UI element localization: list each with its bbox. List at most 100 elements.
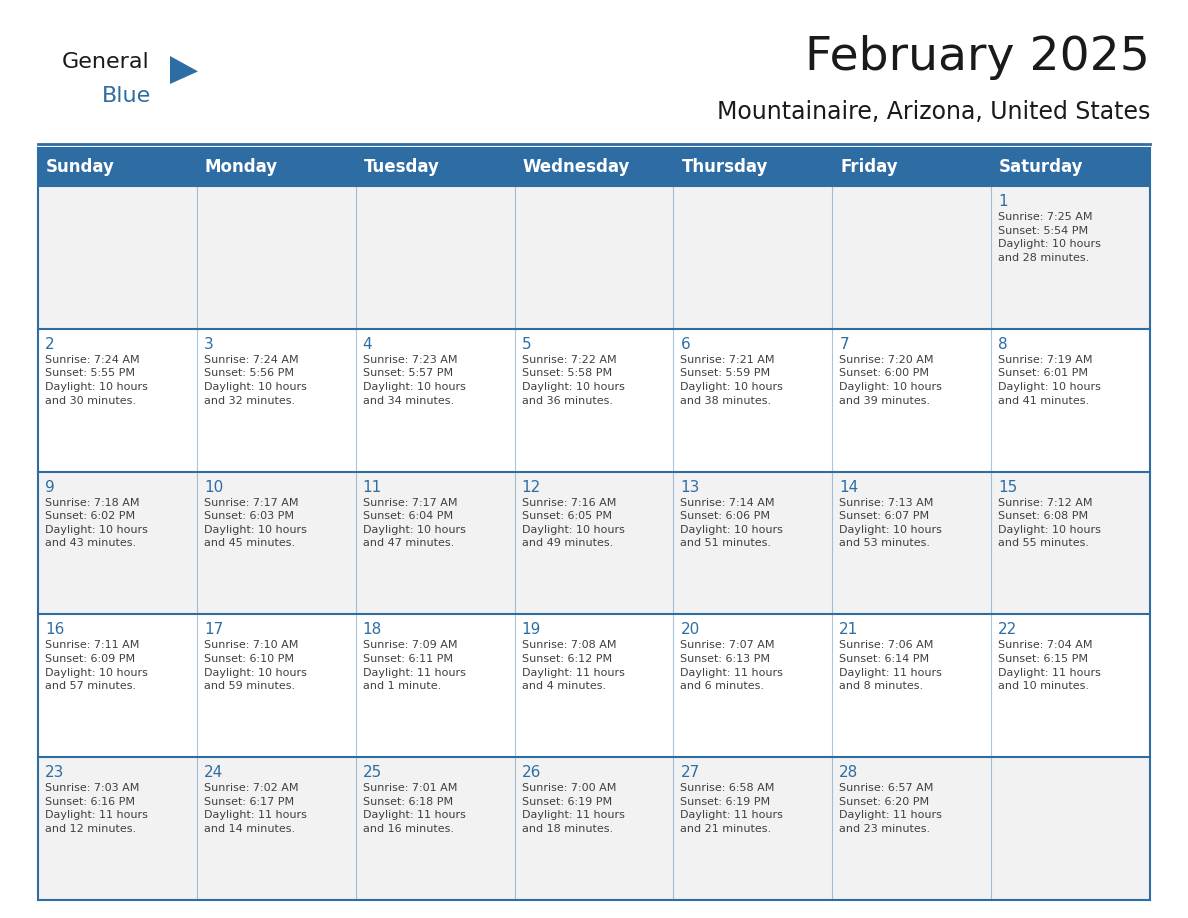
Text: 7: 7 [839,337,849,352]
Text: Tuesday: Tuesday [364,158,440,176]
Text: Sunrise: 7:20 AM
Sunset: 6:00 PM
Daylight: 10 hours
and 39 minutes.: Sunrise: 7:20 AM Sunset: 6:00 PM Dayligh… [839,354,942,406]
Text: Sunrise: 7:06 AM
Sunset: 6:14 PM
Daylight: 11 hours
and 8 minutes.: Sunrise: 7:06 AM Sunset: 6:14 PM Dayligh… [839,641,942,691]
Text: Sunrise: 7:19 AM
Sunset: 6:01 PM
Daylight: 10 hours
and 41 minutes.: Sunrise: 7:19 AM Sunset: 6:01 PM Dayligh… [998,354,1101,406]
Text: 15: 15 [998,479,1017,495]
Bar [674,757,833,900]
Bar [674,148,833,186]
Text: Sunrise: 7:10 AM
Sunset: 6:10 PM
Daylight: 10 hours
and 59 minutes.: Sunrise: 7:10 AM Sunset: 6:10 PM Dayligh… [204,641,307,691]
Text: Sunrise: 7:17 AM
Sunset: 6:04 PM
Daylight: 10 hours
and 47 minutes.: Sunrise: 7:17 AM Sunset: 6:04 PM Dayligh… [362,498,466,548]
Text: Sunrise: 7:11 AM
Sunset: 6:09 PM
Daylight: 10 hours
and 57 minutes.: Sunrise: 7:11 AM Sunset: 6:09 PM Dayligh… [45,641,147,691]
Bar [514,186,674,329]
Text: General: General [62,52,150,72]
Text: 23: 23 [45,766,64,780]
Text: Blue: Blue [102,86,151,106]
Text: 24: 24 [204,766,223,780]
Bar [674,186,833,329]
Text: Saturday: Saturday [999,158,1083,176]
Bar [197,472,355,614]
Bar [38,329,197,472]
Text: Sunday: Sunday [46,158,115,176]
Bar [991,329,1150,472]
Text: February 2025: February 2025 [805,35,1150,80]
Bar [355,614,514,757]
Bar [514,472,674,614]
Text: 26: 26 [522,766,541,780]
Bar [38,186,197,329]
Text: Sunrise: 7:14 AM
Sunset: 6:06 PM
Daylight: 10 hours
and 51 minutes.: Sunrise: 7:14 AM Sunset: 6:06 PM Dayligh… [681,498,783,548]
Bar [197,757,355,900]
Text: 10: 10 [204,479,223,495]
Text: 2: 2 [45,337,55,352]
Bar [355,757,514,900]
Text: Sunrise: 7:25 AM
Sunset: 5:54 PM
Daylight: 10 hours
and 28 minutes.: Sunrise: 7:25 AM Sunset: 5:54 PM Dayligh… [998,212,1101,263]
Bar [38,148,197,186]
Text: Thursday: Thursday [682,158,767,176]
Text: Sunrise: 7:02 AM
Sunset: 6:17 PM
Daylight: 11 hours
and 14 minutes.: Sunrise: 7:02 AM Sunset: 6:17 PM Dayligh… [204,783,307,834]
Bar [674,472,833,614]
Text: Sunrise: 6:58 AM
Sunset: 6:19 PM
Daylight: 11 hours
and 21 minutes.: Sunrise: 6:58 AM Sunset: 6:19 PM Dayligh… [681,783,783,834]
Text: 1: 1 [998,194,1007,209]
Bar [991,186,1150,329]
Bar [355,329,514,472]
Text: 19: 19 [522,622,541,637]
Bar [833,148,991,186]
Bar [833,186,991,329]
Text: 28: 28 [839,766,859,780]
Text: 9: 9 [45,479,55,495]
Text: 3: 3 [204,337,214,352]
Bar [991,148,1150,186]
Bar [833,329,991,472]
Text: Sunrise: 7:01 AM
Sunset: 6:18 PM
Daylight: 11 hours
and 16 minutes.: Sunrise: 7:01 AM Sunset: 6:18 PM Dayligh… [362,783,466,834]
Text: Wednesday: Wednesday [523,158,630,176]
Polygon shape [170,56,198,84]
Text: Sunrise: 7:18 AM
Sunset: 6:02 PM
Daylight: 10 hours
and 43 minutes.: Sunrise: 7:18 AM Sunset: 6:02 PM Dayligh… [45,498,147,548]
Bar [991,757,1150,900]
Text: Sunrise: 7:04 AM
Sunset: 6:15 PM
Daylight: 11 hours
and 10 minutes.: Sunrise: 7:04 AM Sunset: 6:15 PM Dayligh… [998,641,1101,691]
Text: Sunrise: 7:00 AM
Sunset: 6:19 PM
Daylight: 11 hours
and 18 minutes.: Sunrise: 7:00 AM Sunset: 6:19 PM Dayligh… [522,783,625,834]
Bar [514,329,674,472]
Text: Sunrise: 7:13 AM
Sunset: 6:07 PM
Daylight: 10 hours
and 53 minutes.: Sunrise: 7:13 AM Sunset: 6:07 PM Dayligh… [839,498,942,548]
Bar [197,614,355,757]
Text: 5: 5 [522,337,531,352]
Text: 14: 14 [839,479,859,495]
Text: Sunrise: 7:03 AM
Sunset: 6:16 PM
Daylight: 11 hours
and 12 minutes.: Sunrise: 7:03 AM Sunset: 6:16 PM Dayligh… [45,783,147,834]
Bar [514,614,674,757]
Text: 12: 12 [522,479,541,495]
Text: 11: 11 [362,479,383,495]
Text: 25: 25 [362,766,383,780]
Text: 17: 17 [204,622,223,637]
Text: Sunrise: 7:08 AM
Sunset: 6:12 PM
Daylight: 11 hours
and 4 minutes.: Sunrise: 7:08 AM Sunset: 6:12 PM Dayligh… [522,641,625,691]
Text: 22: 22 [998,622,1017,637]
Bar [833,757,991,900]
Bar [197,148,355,186]
Bar [833,614,991,757]
Text: Sunrise: 7:09 AM
Sunset: 6:11 PM
Daylight: 11 hours
and 1 minute.: Sunrise: 7:09 AM Sunset: 6:11 PM Dayligh… [362,641,466,691]
Text: Mountainaire, Arizona, United States: Mountainaire, Arizona, United States [716,100,1150,124]
Text: 4: 4 [362,337,372,352]
Bar [355,472,514,614]
Bar [674,329,833,472]
Text: Sunrise: 7:22 AM
Sunset: 5:58 PM
Daylight: 10 hours
and 36 minutes.: Sunrise: 7:22 AM Sunset: 5:58 PM Dayligh… [522,354,625,406]
Bar [674,614,833,757]
Text: Sunrise: 7:16 AM
Sunset: 6:05 PM
Daylight: 10 hours
and 49 minutes.: Sunrise: 7:16 AM Sunset: 6:05 PM Dayligh… [522,498,625,548]
Text: Monday: Monday [204,158,278,176]
Bar [38,472,197,614]
Bar [991,472,1150,614]
Text: Sunrise: 7:12 AM
Sunset: 6:08 PM
Daylight: 10 hours
and 55 minutes.: Sunrise: 7:12 AM Sunset: 6:08 PM Dayligh… [998,498,1101,548]
Text: Sunrise: 7:23 AM
Sunset: 5:57 PM
Daylight: 10 hours
and 34 minutes.: Sunrise: 7:23 AM Sunset: 5:57 PM Dayligh… [362,354,466,406]
Text: 13: 13 [681,479,700,495]
Bar [197,329,355,472]
Bar [38,757,197,900]
Bar [355,186,514,329]
Text: Sunrise: 7:21 AM
Sunset: 5:59 PM
Daylight: 10 hours
and 38 minutes.: Sunrise: 7:21 AM Sunset: 5:59 PM Dayligh… [681,354,783,406]
Bar [991,614,1150,757]
Text: Sunrise: 6:57 AM
Sunset: 6:20 PM
Daylight: 11 hours
and 23 minutes.: Sunrise: 6:57 AM Sunset: 6:20 PM Dayligh… [839,783,942,834]
Bar [355,148,514,186]
Text: 6: 6 [681,337,690,352]
Text: 16: 16 [45,622,64,637]
Bar [197,186,355,329]
Text: Friday: Friday [840,158,898,176]
Bar [833,472,991,614]
Text: 8: 8 [998,337,1007,352]
Text: Sunrise: 7:07 AM
Sunset: 6:13 PM
Daylight: 11 hours
and 6 minutes.: Sunrise: 7:07 AM Sunset: 6:13 PM Dayligh… [681,641,783,691]
